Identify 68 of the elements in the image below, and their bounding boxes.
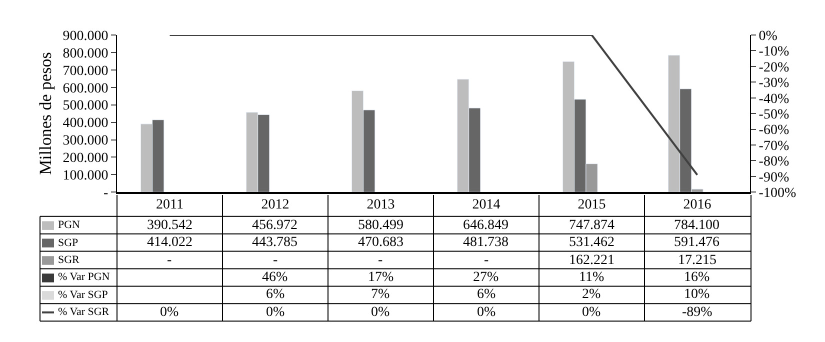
- text: -: [484, 253, 489, 268]
- data-label: 0%: [160, 305, 179, 320]
- y2-tick-label: -90%: [758, 170, 790, 186]
- y-tick-label: 600.000: [62, 81, 108, 96]
- legend-label: % Var SGP: [58, 289, 108, 301]
- data-label: 580.499: [358, 218, 404, 233]
- y2-tick-label: -20%: [758, 60, 790, 76]
- legend-label: PGN: [58, 219, 80, 231]
- y2-tick-label: -100%: [758, 186, 796, 202]
- y-tick-label: 400.000: [62, 116, 108, 132]
- text: -: [273, 253, 278, 268]
- y2-tick-label: -40%: [758, 92, 790, 107]
- y2-tick-label: -80%: [758, 154, 790, 170]
- data-label: 591.476: [674, 235, 720, 250]
- text: -: [167, 253, 172, 268]
- y-tick-label: 300.000: [62, 134, 108, 149]
- y-tick-label: 500.000: [62, 98, 108, 114]
- data-label: 17.215: [678, 253, 716, 268]
- text: -: [378, 253, 383, 268]
- legend-label: SGP: [58, 237, 78, 249]
- y2-tick-label: 0%: [758, 28, 778, 44]
- data-label: -89%: [682, 305, 713, 320]
- x-tick-label: 2014: [472, 198, 500, 213]
- x-tick-label: 2012: [261, 198, 290, 213]
- text: 2%: [582, 287, 601, 302]
- data-label: 0%: [371, 305, 390, 320]
- y-tick-label: 700.000: [62, 64, 108, 79]
- text: 46%: [262, 270, 288, 285]
- y-tick-label: 100.000: [62, 168, 108, 184]
- text: 27%: [473, 270, 499, 285]
- y-tick-label: 800.000: [62, 46, 108, 62]
- data-label: 390.542: [147, 218, 192, 233]
- data-label: 784.100: [674, 218, 720, 233]
- y2-tick-label: -30%: [758, 76, 790, 92]
- data-label: 162.221: [569, 253, 614, 268]
- x-tick-label: 2016: [683, 198, 712, 213]
- legend-label: % Var PGN: [58, 271, 110, 283]
- legend-label: SGR: [58, 254, 80, 266]
- x-tick-label: 2015: [578, 198, 606, 213]
- text: 17%: [368, 270, 394, 285]
- text: 16%: [684, 270, 710, 285]
- data-label: 414.022: [147, 235, 192, 250]
- data-label: 747.874: [569, 218, 614, 233]
- data-label: 470.683: [358, 235, 404, 250]
- y2-tick-label: -60%: [758, 123, 790, 138]
- text: 11%: [579, 270, 604, 285]
- y-tick-label: 200.000: [62, 151, 108, 166]
- y-tick-label: 900.000: [62, 28, 108, 44]
- y2-tick-label: -10%: [758, 44, 790, 60]
- text: 10%: [684, 287, 710, 302]
- y-axis-title: Millones de pesos: [36, 52, 56, 175]
- data-label: 0%: [266, 305, 285, 320]
- text: 6%: [266, 287, 285, 302]
- data-label: 0%: [582, 305, 601, 320]
- legend-label: % Var SGR: [58, 306, 110, 318]
- y-tick-label: -: [104, 186, 109, 202]
- data-label: 456.972: [252, 218, 298, 233]
- data-label: 443.785: [252, 235, 298, 250]
- x-tick-label: 2011: [156, 198, 184, 213]
- y2-tick-label: -70%: [758, 138, 790, 154]
- x-tick-label: 2013: [366, 198, 395, 213]
- data-label: 646.849: [463, 218, 508, 233]
- data-label: 481.738: [463, 235, 508, 250]
- text: 6%: [477, 287, 496, 302]
- text: 7%: [371, 287, 390, 302]
- data-label: 531.462: [569, 235, 614, 250]
- y2-tick-label: -50%: [758, 107, 790, 122]
- data-label: 0%: [477, 305, 496, 320]
